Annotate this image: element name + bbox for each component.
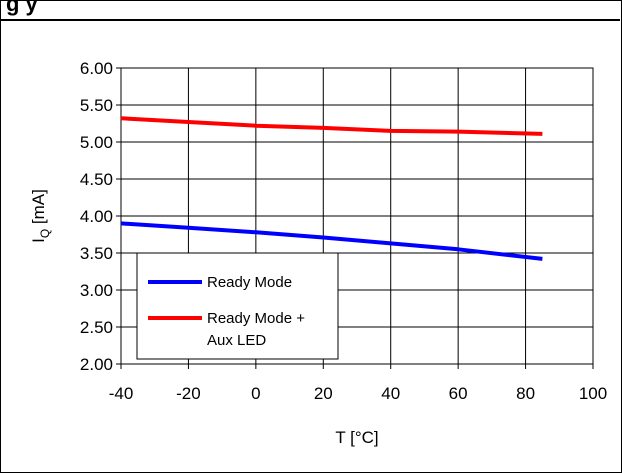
series-line-2 bbox=[120, 116, 543, 136]
x-axis-ticks: -40 -20 0 20 40 60 80 100 bbox=[109, 364, 607, 403]
y-tick-label: 5.50 bbox=[80, 96, 113, 115]
legend-label-1: Ready Mode bbox=[207, 274, 292, 291]
x-tick-label: 60 bbox=[449, 384, 468, 403]
legend-label-2: Ready Mode + bbox=[207, 310, 305, 327]
legend-box bbox=[136, 252, 339, 360]
y-tick-label: 3.50 bbox=[80, 244, 113, 263]
y-tick-label: 2.00 bbox=[80, 355, 113, 374]
legend-label-2: Aux LED bbox=[207, 332, 266, 349]
figure-title-fragment: g y bbox=[6, 0, 38, 16]
x-tick-label: 80 bbox=[516, 384, 535, 403]
series-lines bbox=[120, 116, 543, 261]
y-tick-label: 5.00 bbox=[80, 133, 113, 152]
x-tick-label: 0 bbox=[251, 384, 260, 403]
x-tick-label: -20 bbox=[176, 384, 201, 403]
y-tick-label: 4.50 bbox=[80, 170, 113, 189]
figure-title-strip: g y bbox=[0, 0, 620, 21]
x-tick-label: 40 bbox=[381, 384, 400, 403]
y-tick-label: 2.50 bbox=[80, 318, 113, 337]
x-axis-label: T [°C] bbox=[335, 428, 378, 447]
y-axis-ticks: 2.00 2.50 3.00 3.50 4.00 4.50 5.00 5.50 6.00 bbox=[80, 59, 121, 374]
grid-lines bbox=[120, 67, 594, 365]
y-tick-label: 4.00 bbox=[80, 207, 113, 226]
svg-text:IQ [mA]: IQ [mA] bbox=[29, 189, 52, 243]
legend: Ready Mode Ready Mode + Aux LED bbox=[136, 252, 339, 360]
y-tick-label: 6.00 bbox=[80, 59, 113, 78]
x-tick-label: 100 bbox=[579, 384, 607, 403]
series-line-1 bbox=[120, 221, 543, 261]
y-axis-label: IQ [mA] bbox=[29, 189, 52, 243]
x-tick-label: 20 bbox=[314, 384, 333, 403]
x-tick-label: -40 bbox=[109, 384, 134, 403]
y-tick-label: 3.00 bbox=[80, 281, 113, 300]
